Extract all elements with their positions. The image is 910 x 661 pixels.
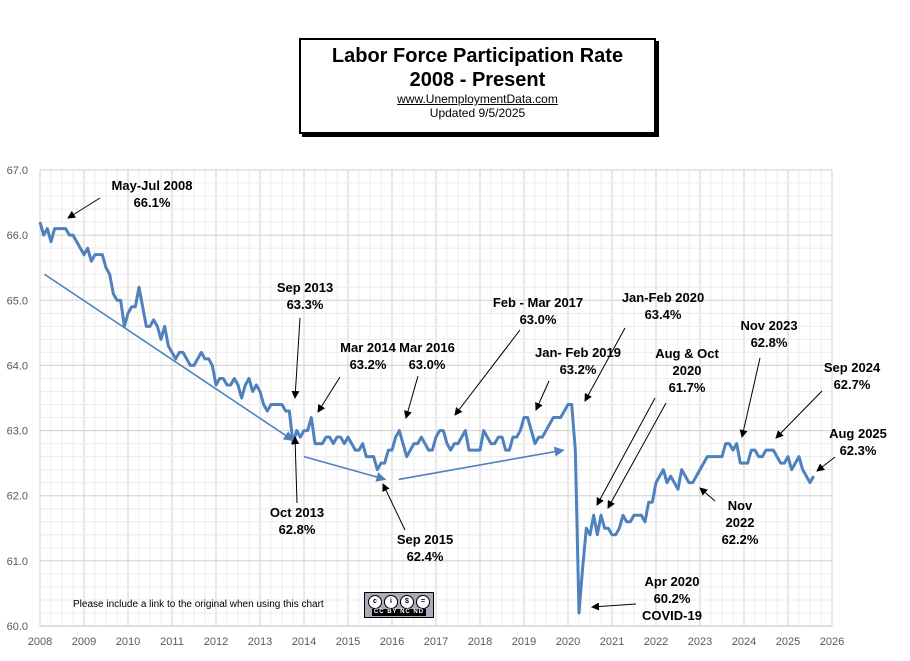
annotation-label: 63.0% (520, 312, 557, 327)
annotation-arrow (382, 483, 406, 531)
x-tick-label: 2015 (336, 636, 360, 648)
annotation-label: 2022 (726, 515, 755, 530)
y-tick-label: 63.0 (7, 426, 28, 438)
annotation-label: Nov 2023 (740, 318, 797, 333)
y-tick-label: 61.0 (7, 556, 28, 568)
x-tick-label: 2025 (776, 636, 800, 648)
updated-date: Updated 9/5/2025 (429, 106, 526, 120)
annotation-label: Mar 2016 (399, 340, 455, 355)
annotation-label: Oct 2013 (270, 505, 324, 520)
nd-icon: = (416, 594, 430, 609)
annotation-label: 62.8% (279, 522, 316, 537)
annotation-arrow (739, 357, 761, 438)
license-text: cc by nc nd (371, 608, 427, 616)
creative-commons-badge: c i $ = cc by nc nd (364, 592, 434, 618)
x-tick-label: 2013 (248, 636, 272, 648)
x-tick-label: 2022 (644, 636, 668, 648)
footer-note: Please include a link to the original wh… (73, 599, 324, 610)
annotation-label: Feb - Mar 2017 (493, 295, 583, 310)
annotation-label: Jan- Feb 2019 (535, 345, 621, 360)
annotation-label: Nov (728, 498, 753, 513)
x-tick-label: 2010 (116, 636, 140, 648)
trend-arrow (43, 273, 294, 442)
annotation-label: 62.7% (834, 377, 871, 392)
annotation-arrow (699, 487, 716, 502)
annotation-label: Apr 2020 (645, 574, 700, 589)
annotation-label: Sep 2015 (397, 532, 453, 547)
x-tick-label: 2017 (424, 636, 448, 648)
annotation-arrow (591, 602, 637, 611)
annotation-arrow (607, 402, 667, 509)
x-tick-label: 2011 (160, 636, 184, 648)
y-tick-label: 67.0 (7, 165, 28, 177)
series-line (38, 221, 815, 615)
source-link[interactable]: www.UnemploymentData.com (397, 92, 558, 106)
x-tick-label: 2019 (512, 636, 536, 648)
annotation-arrow (775, 390, 823, 439)
annotation-label: 60.2% (654, 591, 691, 606)
x-tick-label: 2020 (556, 636, 580, 648)
by-icon: i (384, 594, 398, 609)
annotation-label: 66.1% (134, 195, 171, 210)
annotation-label: Sep 2013 (277, 280, 333, 295)
annotation-arrow (67, 197, 101, 219)
x-tick-label: 2012 (204, 636, 228, 648)
annotation-arrow (291, 436, 300, 504)
annotation-arrow (454, 329, 521, 416)
annotation-label: 63.3% (287, 297, 324, 312)
annotation-label: Aug 2025 (829, 426, 887, 441)
annotation-label: 63.4% (645, 307, 682, 322)
x-tick-label: 2018 (468, 636, 492, 648)
annotation-arrow (596, 397, 656, 506)
trend-arrow (303, 455, 387, 482)
x-tick-label: 2021 (600, 636, 624, 648)
x-tick-label: 2026 (820, 636, 844, 648)
annotation-arrow (584, 327, 626, 402)
annotation-label: 2020 (673, 363, 702, 378)
annotation-label: Jan-Feb 2020 (622, 290, 704, 305)
annotation-label: 63.0% (409, 357, 446, 372)
annotation-label: 61.7% (669, 380, 706, 395)
annotation-label: Sep 2024 (824, 360, 881, 375)
title-box: Labor Force Participation Rate 2008 - Pr… (299, 38, 656, 134)
license-icons: c i $ = (368, 594, 430, 609)
chart-title: Labor Force Participation Rate (331, 45, 624, 67)
chart-subtitle: 2008 - Present (409, 69, 546, 91)
annotation-label: Aug & Oct (655, 346, 719, 361)
cc-icon: c (368, 594, 382, 609)
annotation-label: 62.4% (407, 549, 444, 564)
x-tick-label: 2024 (732, 636, 756, 648)
annotation-label: May-Jul 2008 (112, 178, 193, 193)
y-tick-label: 66.0 (7, 230, 28, 242)
x-tick-label: 2009 (72, 636, 96, 648)
y-tick-label: 60.0 (7, 621, 28, 633)
y-tick-label: 65.0 (7, 295, 28, 307)
y-tick-label: 62.0 (7, 491, 28, 503)
annotation-label: 62.3% (840, 443, 877, 458)
annotation-label: Mar 2014 (340, 340, 396, 355)
x-tick-label: 2023 (688, 636, 712, 648)
annotation-arrow (816, 456, 836, 472)
x-tick-label: 2014 (292, 636, 316, 648)
annotation-arrow (291, 317, 301, 399)
y-tick-label: 64.0 (7, 360, 28, 372)
annotation-label: COVID-19 (642, 608, 702, 623)
annotation-arrow (535, 380, 550, 411)
nc-icon: $ (400, 594, 414, 609)
annotation-label: 62.8% (751, 335, 788, 350)
trend-arrow (398, 446, 565, 481)
annotation-label: 62.2% (722, 532, 759, 547)
annotation-arrow (317, 376, 341, 413)
x-tick-label: 2008 (28, 636, 52, 648)
annotation-arrow (404, 375, 419, 419)
annotation-label: 63.2% (350, 357, 387, 372)
x-tick-label: 2016 (380, 636, 404, 648)
annotation-label: 63.2% (560, 362, 597, 377)
